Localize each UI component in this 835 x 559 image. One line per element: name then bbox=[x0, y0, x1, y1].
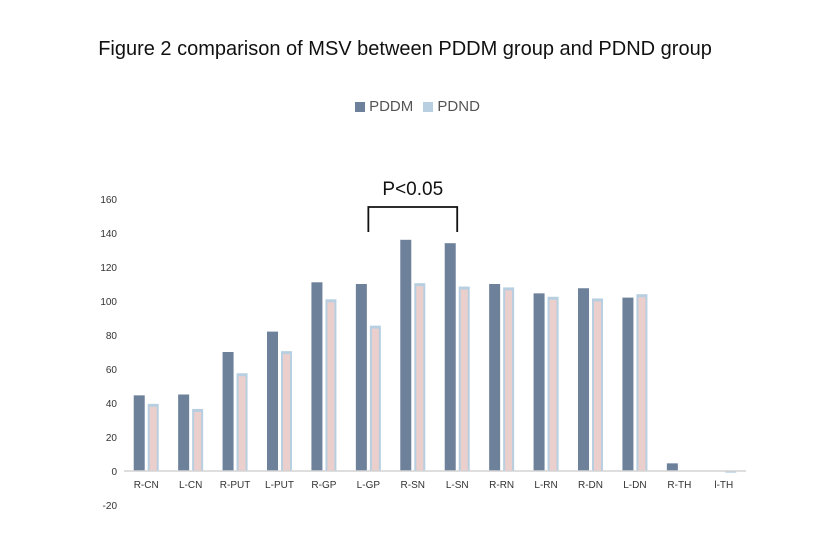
bar-pdnd-fill bbox=[549, 299, 557, 471]
bar-pdnd-fill bbox=[371, 328, 379, 471]
y-tick-label: 160 bbox=[100, 195, 117, 206]
y-tick-label: 140 bbox=[100, 229, 117, 240]
x-tick-label: L-RN bbox=[534, 480, 557, 491]
bar-pdnd-fill bbox=[327, 302, 335, 471]
bar-pdnd bbox=[725, 471, 737, 473]
bar-pddm bbox=[400, 239, 412, 471]
x-tick-label: L-SN bbox=[446, 480, 469, 491]
x-tick-label: R-DN bbox=[578, 480, 603, 491]
bar-pdnd-fill bbox=[194, 411, 202, 471]
x-tick-label: L-CN bbox=[179, 480, 202, 491]
bar-pddm bbox=[311, 282, 323, 471]
bar-pddm bbox=[578, 288, 589, 471]
y-tick-label: 120 bbox=[100, 263, 117, 274]
bar-pdnd-fill bbox=[638, 297, 646, 471]
bar-pddm bbox=[133, 395, 145, 471]
bar-pddm bbox=[267, 331, 278, 471]
x-tick-label: R-SN bbox=[401, 480, 425, 491]
bar-pddm bbox=[622, 297, 634, 471]
bar-pddm bbox=[222, 352, 234, 471]
bar-pddm bbox=[666, 463, 678, 471]
bar-pdnd-fill bbox=[149, 406, 157, 471]
bar-pdnd-fill bbox=[594, 301, 601, 471]
chart-title: Figure 2 comparison of MSV between PDDM … bbox=[98, 38, 712, 60]
significance-bracket bbox=[367, 206, 459, 232]
bar-pdnd-fill bbox=[283, 354, 290, 471]
x-tick-label: R-PUT bbox=[220, 480, 251, 491]
bar-pddm bbox=[444, 243, 456, 471]
significance-label: P<0.05 bbox=[382, 179, 443, 200]
bar-pdnd-fill bbox=[416, 286, 424, 471]
legend: PDDM PDND bbox=[0, 98, 835, 116]
y-tick-label: 40 bbox=[106, 399, 118, 410]
y-tick-label: 80 bbox=[106, 331, 118, 342]
bar-pdnd-fill bbox=[460, 289, 468, 471]
legend-item-pddm: PDDM bbox=[355, 98, 413, 115]
legend-label-pddm: PDDM bbox=[369, 98, 414, 115]
bar-pdnd-fill bbox=[238, 376, 246, 471]
bar-pdnd-fill bbox=[505, 290, 513, 471]
y-tick-label: 100 bbox=[100, 297, 117, 308]
bar-pddm bbox=[178, 394, 190, 471]
bar-pddm bbox=[533, 293, 545, 471]
x-tick-label: R-CN bbox=[134, 480, 159, 491]
legend-item-pdnd: PDND bbox=[423, 98, 480, 115]
x-tick-label: l-TH bbox=[714, 480, 733, 491]
x-tick-label: R-RN bbox=[489, 480, 514, 491]
legend-label-pdnd: PDND bbox=[437, 98, 480, 115]
x-tick-label: R-GP bbox=[311, 480, 336, 491]
x-tick-label: L-GP bbox=[357, 480, 381, 491]
bar-pddm bbox=[355, 284, 367, 471]
y-tick-label: -20 bbox=[103, 501, 118, 512]
y-tick-label: 0 bbox=[111, 467, 117, 478]
bar-pddm bbox=[489, 284, 501, 471]
legend-swatch-pddm bbox=[355, 101, 366, 112]
y-tick-label: 60 bbox=[106, 365, 118, 376]
x-tick-label: L-PUT bbox=[265, 480, 294, 491]
legend-swatch-pdnd bbox=[423, 101, 434, 112]
x-tick-label: R-TH bbox=[667, 480, 691, 491]
x-tick-label: L-DN bbox=[623, 480, 646, 491]
y-tick-label: 20 bbox=[106, 433, 118, 444]
